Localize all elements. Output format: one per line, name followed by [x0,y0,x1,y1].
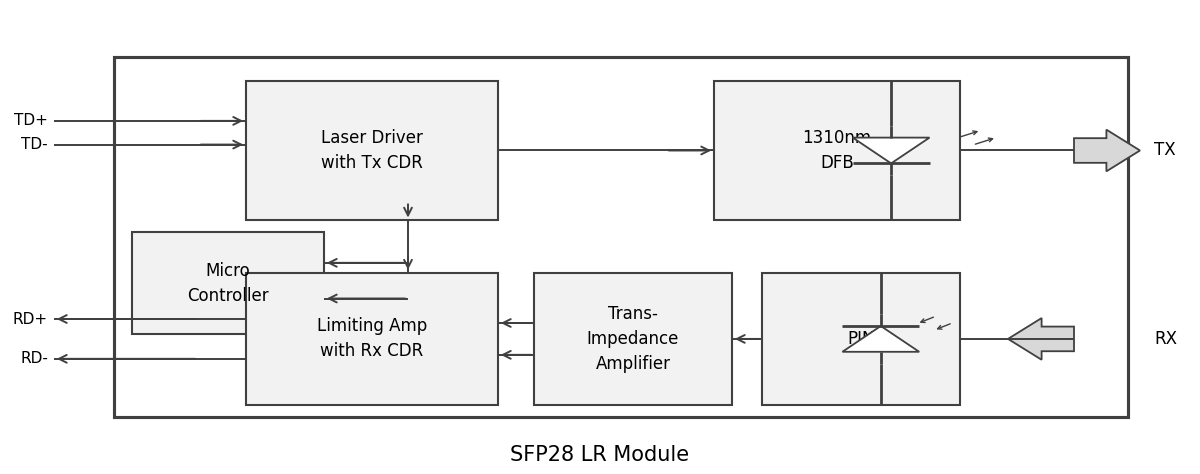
Text: TD-: TD- [22,137,48,152]
FancyArrow shape [1008,318,1074,360]
Text: TD+: TD+ [14,113,48,128]
FancyBboxPatch shape [132,232,324,334]
FancyBboxPatch shape [246,81,498,220]
FancyBboxPatch shape [246,273,498,405]
Polygon shape [842,326,919,352]
FancyBboxPatch shape [534,273,732,405]
Polygon shape [853,137,930,164]
Text: Micro
Controller: Micro Controller [187,262,269,305]
Text: Limiting Amp
with Rx CDR: Limiting Amp with Rx CDR [317,318,427,360]
Text: TX: TX [1154,142,1176,159]
FancyBboxPatch shape [114,57,1128,417]
Text: Laser Driver
with Tx CDR: Laser Driver with Tx CDR [322,129,422,172]
Text: RD-: RD- [20,351,48,366]
Text: RD+: RD+ [13,311,48,327]
Text: Trans-
Impedance
Amplifier: Trans- Impedance Amplifier [587,305,679,373]
FancyBboxPatch shape [714,81,960,220]
FancyBboxPatch shape [762,273,960,405]
Text: PIN: PIN [847,330,875,348]
Text: 1310nm
DFB: 1310nm DFB [803,129,871,172]
Text: SFP28 LR Module: SFP28 LR Module [510,445,690,465]
FancyArrow shape [1074,130,1140,172]
Text: RX: RX [1154,330,1177,348]
